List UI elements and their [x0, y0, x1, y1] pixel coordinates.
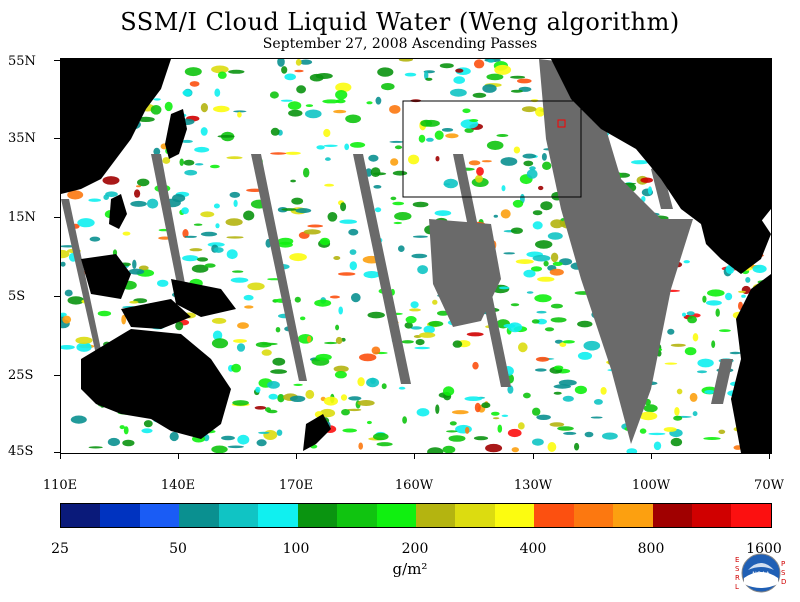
colorbar-segment	[100, 504, 140, 527]
map-subtitle: September 27, 2008 Ascending Passes	[262, 36, 538, 52]
lat-tick	[54, 138, 60, 139]
lon-label-160w: 160W	[394, 478, 434, 493]
lon-label-70w: 70W	[754, 478, 784, 493]
swath-gaps	[61, 59, 733, 444]
colorbar-units: g/m²	[392, 560, 428, 578]
lon-label-140e: 140E	[160, 478, 196, 493]
colorbar-segment	[258, 504, 298, 527]
lat-label-5s: 5S	[8, 289, 26, 304]
map-title: SSM/I Cloud Liquid Water (Weng algorithm…	[120, 8, 680, 36]
colorbar-segment	[573, 504, 614, 527]
lon-tick	[651, 453, 652, 459]
lon-tick	[296, 453, 297, 459]
lon-tick	[414, 453, 415, 459]
lat-label-15n: 15N	[8, 210, 36, 225]
lat-label-45s: 45S	[8, 444, 34, 459]
colorbar-segment	[494, 504, 535, 527]
colorbar-segment	[731, 504, 771, 527]
colorbar-segment	[61, 504, 101, 527]
cloud-water-map	[60, 58, 772, 454]
lat-tick	[54, 375, 60, 376]
lat-tick	[54, 60, 60, 61]
colorbar-segment	[613, 504, 653, 527]
lon-tick	[769, 453, 770, 459]
colorbar-segment	[376, 504, 416, 527]
colorbar-label: 400	[519, 541, 547, 557]
lon-label-170e: 170E	[278, 478, 314, 493]
logo-left-letters: ESRL	[735, 556, 740, 591]
lon-tick	[60, 453, 61, 459]
lon-label-110e: 110E	[42, 478, 78, 493]
lat-tick	[54, 296, 60, 297]
lon-tick	[533, 453, 534, 459]
lat-label-25s: 25S	[8, 368, 34, 383]
colorbar-segment	[179, 504, 219, 527]
lat-tick	[54, 217, 60, 218]
colorbar-segment	[692, 504, 732, 527]
colorbar-segment	[297, 504, 338, 527]
logo-center-text: NOAA	[752, 571, 770, 578]
colorbar-label: 200	[401, 541, 429, 557]
station-marker	[557, 119, 566, 128]
colorbar-segment	[534, 504, 574, 527]
lat-label-55n: 55N	[8, 54, 36, 69]
logo-right-letters: PSD	[781, 560, 787, 586]
region-box	[402, 100, 582, 198]
lat-tick	[54, 452, 60, 453]
colorbar-segment	[415, 504, 456, 527]
lat-label-35n: 35N	[8, 131, 36, 146]
map-graphic	[61, 59, 771, 453]
colorbar	[60, 503, 772, 528]
colorbar-segment	[218, 504, 259, 527]
colorbar-label: 800	[637, 541, 665, 557]
colorbar-label: 1600	[746, 541, 782, 557]
lon-label-100w: 100W	[631, 478, 671, 493]
land	[61, 59, 771, 453]
colorbar-label: 100	[282, 541, 310, 557]
lon-label-130w: 130W	[513, 478, 553, 493]
colorbar-segment	[455, 504, 495, 527]
lon-tick	[178, 453, 179, 459]
colorbar-segment	[337, 504, 377, 527]
colorbar-segment	[652, 504, 692, 527]
colorbar-label: 50	[169, 541, 187, 557]
noaa-logo: NOAA ESRL PSD	[734, 548, 788, 598]
colorbar-label: 25	[51, 541, 69, 557]
colorbar-segment	[139, 504, 180, 527]
